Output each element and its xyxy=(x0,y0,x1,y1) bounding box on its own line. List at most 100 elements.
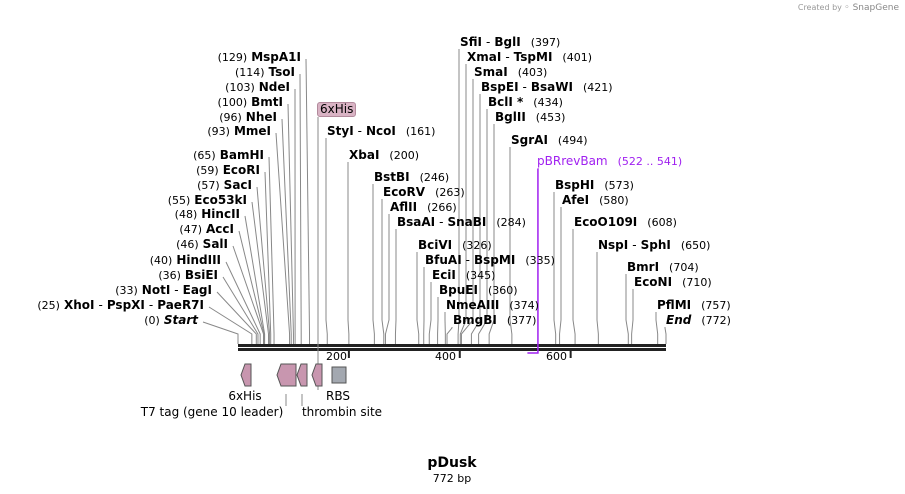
enzyme-name[interactable]: EcoNI xyxy=(634,275,673,289)
enzyme-name[interactable]: StyI xyxy=(327,124,354,138)
site-label-afei[interactable]: AfeI (580) xyxy=(562,193,633,208)
enzyme-name[interactable]: NotI xyxy=(141,283,171,297)
site-label-bmti[interactable]: (100) BmtI xyxy=(214,95,283,110)
site-label-tsoi[interactable]: (114) TsoI xyxy=(231,65,295,80)
enzyme-name[interactable]: TsoI xyxy=(268,65,295,79)
enzyme-name[interactable]: BpuEI xyxy=(439,283,478,297)
site-label-bamhi[interactable]: (65) BamHI xyxy=(189,148,264,163)
site-label-bsphi[interactable]: BspHI (573) xyxy=(555,178,638,193)
enzyme-name[interactable]: HincII xyxy=(201,207,240,221)
site-label-nmeaiii[interactable]: NmeAIII (374) xyxy=(446,298,543,313)
enzyme-name[interactable]: EcoRV xyxy=(383,185,426,199)
enzyme-name[interactable]: AccI xyxy=(206,222,234,236)
site-label-styi[interactable]: StyI - NcoI (161) xyxy=(327,124,436,138)
site-label-xhoi[interactable]: (25) XhoI - PspXI - PaeR7I xyxy=(37,298,204,312)
enzyme-name[interactable]: SfiI xyxy=(460,35,483,49)
site-label-bmri[interactable]: BmrI (704) xyxy=(627,260,703,275)
enzyme-name[interactable]: PspXI xyxy=(106,298,145,312)
primer-label[interactable]: pBRrevBam (522 .. 541) xyxy=(537,154,686,169)
site-label-hincii[interactable]: (48) HincII xyxy=(171,207,240,222)
enzyme-name[interactable]: BspMI xyxy=(474,253,516,267)
site-label-nspi[interactable]: NspI - SphI (650) xyxy=(598,238,711,252)
enzyme-name[interactable]: NspI xyxy=(598,238,629,252)
feature-label-t7-tag[interactable]: T7 tag (gene 10 leader) xyxy=(140,405,284,419)
enzyme-name[interactable]: End xyxy=(666,313,692,327)
enzyme-name[interactable]: PaeR7I xyxy=(157,298,204,312)
site-label-bcli[interactable]: BclI * (434) xyxy=(488,95,567,110)
site-label-smai[interactable]: SmaI (403) xyxy=(474,65,551,80)
enzyme-name[interactable]: EcoRI xyxy=(222,163,260,177)
site-label-start[interactable]: (0) Start xyxy=(140,313,198,328)
enzyme-name[interactable]: BstBI xyxy=(374,170,410,184)
site-label-ecii[interactable]: EciI (345) xyxy=(432,268,499,283)
enzyme-name[interactable]: BspHI xyxy=(555,178,595,192)
site-label-bglii[interactable]: BglII (453) xyxy=(495,110,569,125)
site-label-aflii[interactable]: AflII (266) xyxy=(390,200,461,215)
enzyme-name[interactable]: BglII xyxy=(495,110,526,124)
enzyme-name[interactable]: EcoO109I xyxy=(574,215,638,229)
enzyme-name[interactable]: XbaI xyxy=(349,148,380,162)
site-label-mmei[interactable]: (93) MmeI xyxy=(203,124,271,139)
enzyme-name[interactable]: SgrAI xyxy=(511,133,548,147)
site-label-eco53ki[interactable]: (55) Eco53kI xyxy=(164,193,247,208)
enzyme-name[interactable]: BsiEI xyxy=(184,268,218,282)
site-label-econi[interactable]: EcoNI (710) xyxy=(634,275,716,290)
enzyme-name[interactable]: TspMI xyxy=(513,50,553,64)
enzyme-name[interactable]: BmgBI xyxy=(453,313,497,327)
site-label-bstbi[interactable]: BstBI (246) xyxy=(374,170,453,185)
enzyme-name[interactable]: Start xyxy=(163,313,198,327)
enzyme-name[interactable]: BclI * xyxy=(488,95,524,109)
enzyme-name[interactable]: BfuAI xyxy=(425,253,462,267)
site-label-bsaai[interactable]: BsaAI - SnaBI (284) xyxy=(397,215,526,229)
site-label-bmgbi[interactable]: BmgBI (377) xyxy=(453,313,540,328)
site-label-ecoo109i[interactable]: EcoO109I (608) xyxy=(574,215,681,230)
enzyme-name[interactable]: EagI xyxy=(182,283,212,297)
site-label-ecori[interactable]: (59) EcoRI xyxy=(192,163,260,178)
site-label-ecorv[interactable]: EcoRV (263) xyxy=(383,185,469,200)
enzyme-name[interactable]: SphI xyxy=(640,238,671,252)
site-label-sfii[interactable]: SfiI - BglI (397) xyxy=(460,35,561,49)
enzyme-name[interactable]: MspA1I xyxy=(251,50,301,64)
site-label-xbai[interactable]: XbaI (200) xyxy=(349,148,423,163)
enzyme-name[interactable]: NdeI xyxy=(258,80,290,94)
site-label-bsiei[interactable]: (36) BsiEI xyxy=(154,268,218,283)
enzyme-name[interactable]: SacI xyxy=(223,178,252,192)
site-label-noti[interactable]: (33) NotI - EagI xyxy=(115,283,212,297)
site-label-sgrai[interactable]: SgrAI (494) xyxy=(511,133,592,148)
enzyme-name[interactable]: XmaI xyxy=(467,50,502,64)
enzyme-name[interactable]: NheI xyxy=(245,110,277,124)
site-label-bspei[interactable]: BspEI - BsaWI (421) xyxy=(481,80,613,94)
site-label-acci[interactable]: (47) AccI xyxy=(175,222,234,237)
6xhis-badge[interactable]: 6xHis xyxy=(317,102,357,117)
enzyme-name[interactable]: BciVI xyxy=(418,238,453,252)
enzyme-name[interactable]: XhoI xyxy=(63,298,95,312)
site-label-pflmi[interactable]: PflMI (757) xyxy=(657,298,735,313)
feature-label-6xhis[interactable]: 6xHis xyxy=(228,389,262,403)
enzyme-name[interactable]: SalI xyxy=(202,237,228,251)
enzyme-name[interactable]: AflII xyxy=(390,200,418,214)
enzyme-name[interactable]: EciI xyxy=(432,268,456,282)
enzyme-name[interactable]: PflMI xyxy=(657,298,692,312)
enzyme-name[interactable]: AfeI xyxy=(562,193,590,207)
feature-label-rbs[interactable]: RBS xyxy=(326,389,350,403)
enzyme-name[interactable]: BspEI xyxy=(481,80,519,94)
enzyme-name[interactable]: HindIII xyxy=(176,253,221,267)
site-label-hindiii[interactable]: (40) HindIII xyxy=(146,253,221,268)
site-label-xmai[interactable]: XmaI - TspMI (401) xyxy=(467,50,592,64)
enzyme-name[interactable]: Eco53kI xyxy=(194,193,247,207)
enzyme-name[interactable]: MmeI xyxy=(233,124,271,138)
enzyme-name[interactable]: BglI xyxy=(494,35,521,49)
feature-label-thrombin[interactable]: thrombin site xyxy=(301,405,383,419)
enzyme-name[interactable]: BamHI xyxy=(219,148,264,162)
site-label-saci[interactable]: (57) SacI xyxy=(193,178,252,193)
site-label-bpuei[interactable]: BpuEI (360) xyxy=(439,283,522,298)
enzyme-name[interactable]: BsaWI xyxy=(530,80,573,94)
enzyme-name[interactable]: BmtI xyxy=(251,95,283,109)
enzyme-name[interactable]: BmrI xyxy=(627,260,660,274)
site-label-nhei[interactable]: (96) NheI xyxy=(215,110,277,125)
enzyme-name[interactable]: NcoI xyxy=(366,124,396,138)
enzyme-name[interactable]: SmaI xyxy=(474,65,508,79)
site-label-bfuai[interactable]: BfuAI - BspMI (335) xyxy=(425,253,555,267)
site-label-ndei[interactable]: (103) NdeI xyxy=(221,80,290,95)
enzyme-name[interactable]: SnaBI xyxy=(447,215,487,229)
